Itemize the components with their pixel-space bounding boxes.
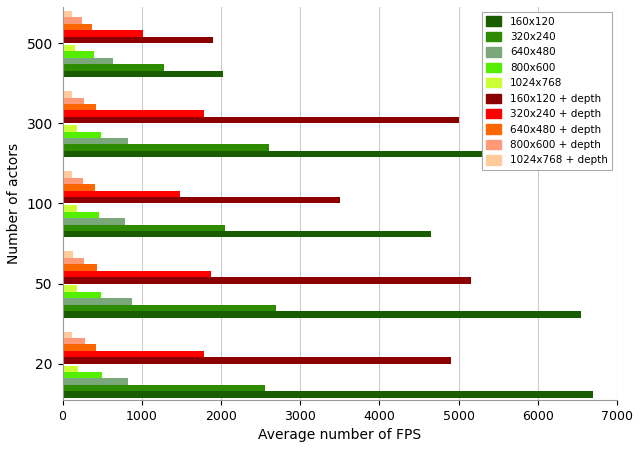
Bar — [63, 11, 72, 18]
Bar — [63, 218, 125, 224]
Bar — [63, 351, 204, 357]
Bar — [63, 231, 431, 238]
Bar — [63, 104, 96, 110]
Bar — [63, 379, 127, 385]
Bar — [63, 271, 211, 277]
Bar — [63, 117, 459, 123]
Bar — [63, 145, 269, 151]
Bar — [63, 311, 581, 317]
Bar — [63, 357, 451, 364]
X-axis label: Average number of FPS: Average number of FPS — [259, 428, 421, 442]
Bar — [63, 277, 470, 283]
Bar — [63, 286, 77, 292]
Bar — [63, 97, 84, 104]
Bar — [63, 365, 77, 372]
Legend: 160x120, 320x240, 640x480, 800x600, 1024x768, 160x120 + depth, 320x240 + depth, : 160x120, 320x240, 640x480, 800x600, 1024… — [482, 12, 612, 170]
Bar — [63, 211, 99, 218]
Bar — [63, 24, 92, 30]
Bar — [63, 51, 94, 58]
Bar — [63, 110, 204, 117]
Bar — [63, 91, 72, 97]
Bar — [63, 132, 101, 138]
Bar — [63, 58, 113, 64]
Bar — [63, 385, 264, 391]
Bar — [63, 151, 499, 157]
Bar — [63, 171, 72, 178]
Bar — [63, 197, 340, 203]
Bar — [63, 138, 129, 145]
Bar — [63, 344, 96, 351]
Bar — [63, 251, 73, 258]
Bar — [63, 37, 213, 43]
Bar — [63, 70, 223, 77]
Bar — [63, 391, 593, 398]
Bar — [63, 292, 100, 298]
Bar — [63, 372, 102, 379]
Bar — [63, 264, 97, 271]
Bar — [63, 205, 77, 211]
Bar — [63, 178, 83, 184]
Bar — [63, 338, 84, 344]
Bar — [63, 332, 72, 338]
Bar — [63, 305, 276, 311]
Bar — [63, 64, 164, 70]
Bar — [63, 18, 82, 24]
Bar — [63, 30, 143, 37]
Bar — [63, 184, 95, 190]
Bar — [63, 125, 77, 132]
Bar — [63, 190, 180, 197]
Bar — [63, 224, 225, 231]
Bar — [63, 258, 84, 264]
Bar — [63, 45, 75, 51]
Y-axis label: Number of actors: Number of actors — [7, 143, 21, 264]
Bar — [63, 298, 131, 305]
